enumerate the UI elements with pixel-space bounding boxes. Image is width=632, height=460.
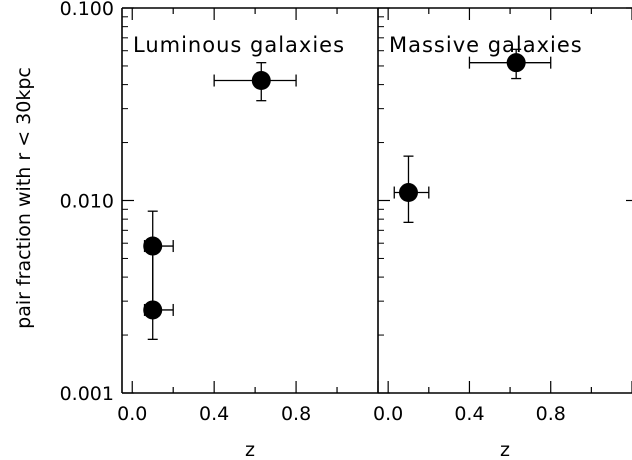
- data-point: [506, 53, 526, 73]
- data-point: [143, 300, 163, 320]
- panel-massive: 0.0 0.4 0.8 z: [373, 7, 632, 460]
- x-tick-label: 0.4: [199, 403, 229, 425]
- x-axis-label: z: [245, 439, 255, 460]
- data-point: [251, 71, 271, 91]
- y-tick-label: 0.100: [60, 0, 114, 20]
- panel-title-luminous: Luminous galaxies: [133, 33, 345, 57]
- y-axis-label: pair fraction with r < 30kpc: [13, 67, 35, 329]
- y-tick-label: 0.001: [60, 383, 114, 405]
- panel-luminous: 0.0 0.4 0.8 z 0.001 0.010 0.100: [60, 0, 379, 460]
- y-tick-label: 0.010: [60, 191, 114, 213]
- x-tick-label: 0.0: [117, 403, 147, 425]
- x-tick-label: 0.4: [454, 403, 484, 425]
- data-point: [398, 183, 418, 203]
- panel-title-massive: Massive galaxies: [389, 33, 583, 57]
- x-tick-label: 0.8: [536, 403, 566, 425]
- x-axis-label: z: [500, 439, 510, 460]
- x-tick-label: 0.0: [373, 403, 403, 425]
- x-tick-label: 0.8: [281, 403, 311, 425]
